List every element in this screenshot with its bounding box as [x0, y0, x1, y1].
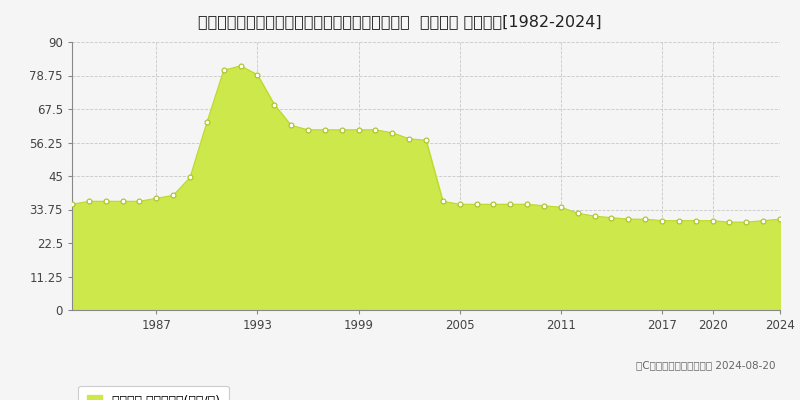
Text: （C）土地価格ドットコム 2024-08-20: （C）土地価格ドットコム 2024-08-20	[637, 360, 776, 370]
Legend: 地価公示 平均坪単価(万円/坪): 地価公示 平均坪単価(万円/坪)	[78, 386, 229, 400]
Text: 兵庫県神戸市垂水区つつじが丘２丁目１１番１２  地価公示 地価推移[1982-2024]: 兵庫県神戸市垂水区つつじが丘２丁目１１番１２ 地価公示 地価推移[1982-20…	[198, 14, 602, 29]
